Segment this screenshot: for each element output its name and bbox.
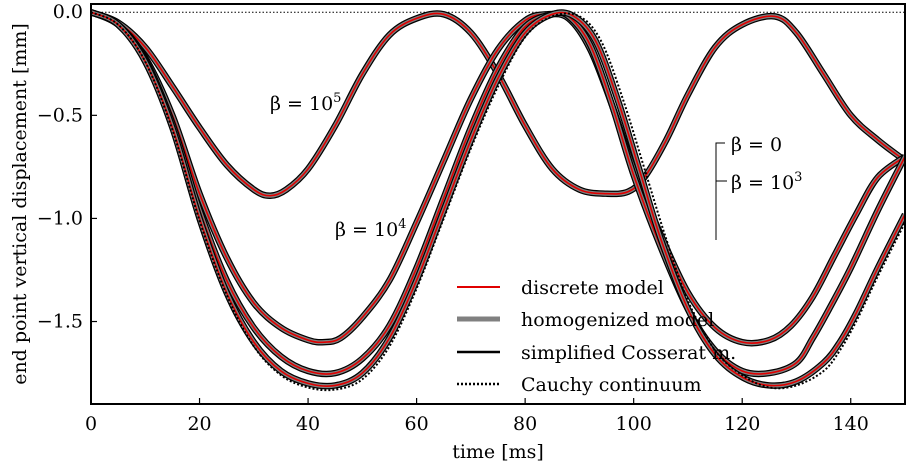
x-tick-label: 80 <box>513 413 537 435</box>
annotation-bracket <box>715 142 725 240</box>
annotation-beta-1e3: β = 103 <box>731 170 802 194</box>
x-tick-label: 40 <box>296 413 320 435</box>
simplified-cosserat-line <box>91 9 905 199</box>
annotation-beta-1e4: β = 104 <box>335 217 406 241</box>
series-beta-Cauchy <box>91 11 905 392</box>
series-beta-10^3 <box>91 9 905 378</box>
x-tick-label: 0 <box>85 413 97 435</box>
y-tick-label: 0.0 <box>53 1 83 23</box>
discrete-model-line <box>91 11 905 375</box>
y-tick-label: −1.5 <box>37 311 83 333</box>
legend-label-cosserat: simplified Cosserat m. <box>521 342 736 364</box>
discrete-model-line <box>91 11 905 344</box>
axes-frame <box>90 3 906 405</box>
y-axis-label: end point vertical displacement [mm] <box>9 23 31 385</box>
y-axis-ticks: 0.0 −0.5 −1.0 −1.5 <box>37 1 97 333</box>
legend-label-discrete: discrete model <box>521 277 664 299</box>
discrete-model-line <box>91 11 905 197</box>
x-tick-label: 60 <box>405 413 429 435</box>
x-axis-label: time [ms] <box>452 441 544 463</box>
plot-area <box>91 9 905 392</box>
series-beta-10^5 <box>91 9 905 199</box>
x-tick-label: 120 <box>724 413 760 435</box>
series-layer <box>91 9 905 392</box>
legend-label-homogenized: homogenized model <box>521 309 714 331</box>
series-beta-10^4 <box>91 9 905 347</box>
annotation-beta-0: β = 0 <box>731 134 782 156</box>
legend-label-cauchy: Cauchy continuum <box>521 374 702 396</box>
cauchy-continuum-line <box>91 11 905 392</box>
y-tick-label: −1.0 <box>37 207 83 229</box>
y-tick-label: −0.5 <box>37 104 83 126</box>
homogenized-model-line <box>91 10 905 198</box>
annotation-beta-1e5: β = 105 <box>270 91 341 115</box>
x-tick-label: 20 <box>187 413 211 435</box>
annotations: β = 105 β = 104 β = 0 β = 103 <box>270 91 802 241</box>
x-tick-label: 100 <box>616 413 652 435</box>
legend: discrete model homogenized model simplif… <box>457 277 736 396</box>
x-tick-label: 140 <box>833 413 869 435</box>
x-axis-ticks: 0 20 40 60 80 100 120 140 <box>85 398 869 435</box>
